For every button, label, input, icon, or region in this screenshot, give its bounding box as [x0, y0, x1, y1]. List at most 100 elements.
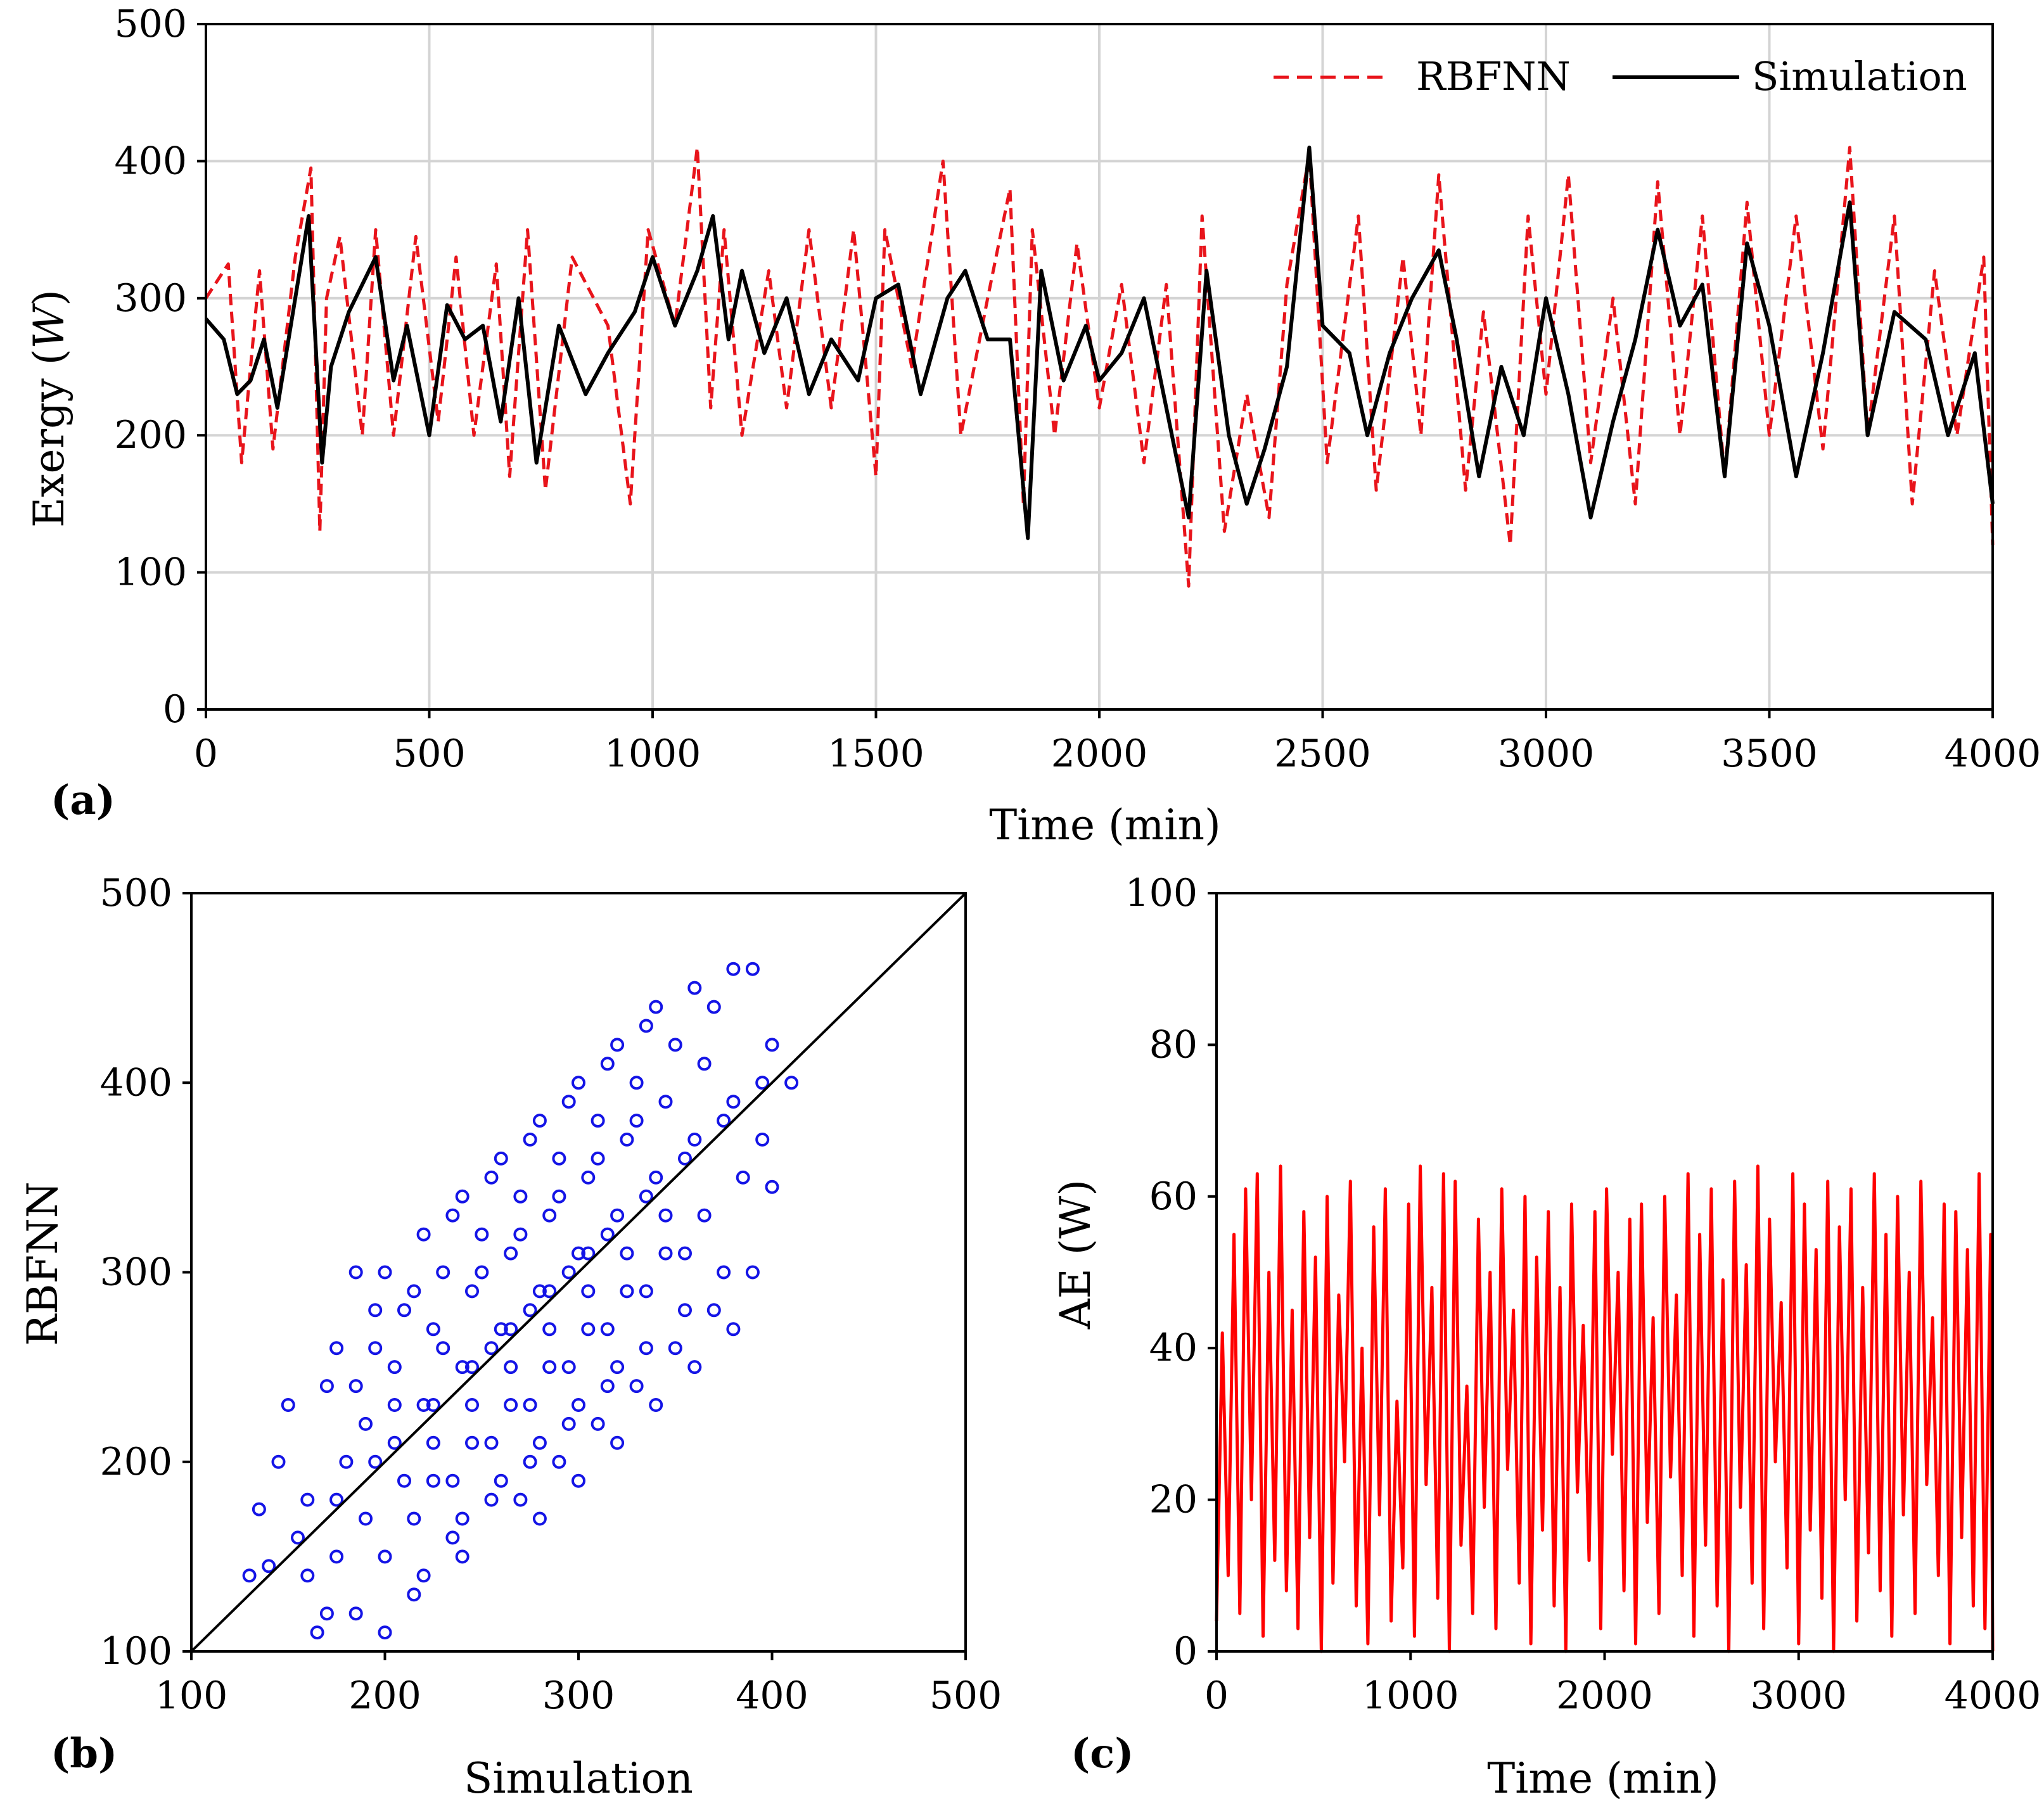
scatter-point: [542, 1360, 557, 1375]
scatter-point: [668, 1038, 682, 1052]
panel-a-y-tick-label: 400: [114, 139, 187, 183]
panel-a-y-title-unit: W: [25, 303, 73, 349]
scatter-point: [542, 1208, 557, 1223]
scatter-point: [348, 1606, 363, 1621]
panel-c-y-tick-label: 20: [1149, 1478, 1198, 1522]
scatter-point: [436, 1265, 450, 1280]
panel-b-scatter-chart: 100 200 300 400 500 100 200 300 400 500 Simulatio…: [18, 871, 1002, 1803]
panel-a-x-tick-label: 500: [393, 732, 466, 776]
scatter-point: [687, 1360, 702, 1375]
scatter-point: [668, 1341, 682, 1356]
scatter-point: [300, 1492, 315, 1507]
series-line-rbfnn: [204, 146, 1995, 588]
panel-c-x-tick-label: 3000: [1750, 1674, 1847, 1718]
scatter-point: [572, 1473, 585, 1488]
scatter-point: [368, 1454, 383, 1469]
scatter-point: [542, 1322, 557, 1337]
scatter-point: [523, 1133, 537, 1147]
scatter-point: [629, 1114, 644, 1128]
panel-a-legend: RBFNN Simulation: [1274, 53, 1967, 99]
scatter-point: [455, 1549, 469, 1564]
scatter-point: [465, 1435, 479, 1450]
panel-c-x-axis-title: Time (min): [1487, 1754, 1718, 1803]
series-line-ae: [1215, 1164, 1995, 1653]
panel-b-x-tick-label: 500: [929, 1674, 1002, 1718]
scatter-point: [639, 1189, 653, 1204]
panel-a-y-tick-label: 100: [114, 550, 187, 595]
scatter-point: [706, 1303, 721, 1318]
scatter-point: [387, 1398, 402, 1412]
panel-a-y-tick-label: 200: [114, 413, 187, 457]
panel-a-y-title-suffix: ): [25, 289, 73, 306]
scatter-point: [532, 1435, 547, 1450]
scatter-point: [658, 1208, 673, 1223]
scatter-point: [339, 1454, 354, 1469]
scatter-point: [591, 1416, 605, 1431]
scatter-point: [581, 1322, 596, 1337]
panel-b-y-tick-label: 100: [99, 1629, 172, 1674]
panel-b-x-tick-label: 300: [542, 1674, 615, 1718]
scatter-point: [300, 1568, 315, 1583]
scatter-point: [513, 1492, 528, 1507]
scatter-point: [726, 962, 741, 976]
panel-c-y-tick-label: 0: [1173, 1629, 1198, 1674]
panel-b-y-tick-label: 200: [99, 1440, 172, 1484]
scatter-point: [329, 1341, 344, 1356]
scatter-point: [445, 1473, 460, 1488]
scatter-point: [726, 1322, 741, 1337]
scatter-point: [416, 1568, 431, 1583]
scatter-point: [329, 1549, 344, 1564]
panel-c-y-tick-label: 100: [1125, 871, 1198, 915]
scatter-point: [552, 1454, 566, 1469]
scatter-point: [271, 1454, 286, 1469]
scatter-point: [542, 1284, 557, 1299]
scatter-point: [252, 1502, 266, 1516]
scatter-point: [784, 1076, 799, 1090]
scatter-point: [310, 1625, 324, 1640]
scatter-point: [416, 1227, 431, 1242]
scatter-point: [591, 1151, 605, 1166]
scatter-point: [455, 1511, 469, 1526]
panel-a-x-axis-title: Time (min): [989, 801, 1220, 849]
scatter-point: [484, 1492, 499, 1507]
scatter-point: [494, 1473, 508, 1488]
scatter-point: [620, 1133, 634, 1147]
scatter-point: [319, 1606, 334, 1621]
scatter-point: [465, 1398, 479, 1412]
scatter-point: [620, 1284, 634, 1299]
panel-b-ticks: 100 200 300 400 500 100 200 300 400 500: [99, 871, 1002, 1718]
scatter-point: [359, 1416, 373, 1431]
scatter-point: [649, 1398, 663, 1412]
scatter-point: [484, 1341, 499, 1356]
scatter-point: [610, 1038, 625, 1052]
scatter-point: [639, 1341, 653, 1356]
scatter-point: [745, 962, 760, 976]
scatter-point: [658, 1095, 673, 1109]
scatter-point: [465, 1360, 479, 1375]
panel-a-ticks: 0 500 1000 1500 2000 2500 3000 3500 4000 0 100 200 3…: [114, 2, 2041, 776]
scatter-point: [378, 1549, 392, 1564]
scatter-point: [620, 1246, 634, 1261]
scatter-point: [600, 1322, 615, 1337]
scatter-point: [484, 1435, 499, 1450]
scatter-point: [426, 1473, 440, 1488]
scatter-point: [387, 1435, 402, 1450]
panel-b-reference-line: [190, 892, 967, 1653]
scatter-point: [397, 1473, 411, 1488]
scatter-point: [319, 1379, 334, 1394]
scatter-point: [600, 1379, 615, 1394]
panel-a-x-tick-label: 0: [194, 732, 218, 776]
scatter-point: [504, 1360, 518, 1375]
scatter-point: [687, 1133, 702, 1147]
scatter-point: [678, 1151, 692, 1166]
scatter-point: [445, 1208, 460, 1223]
scatter-point: [291, 1530, 305, 1545]
panel-a-tag: (a): [51, 777, 115, 824]
scatter-point: [455, 1360, 469, 1375]
scatter-point: [572, 1398, 585, 1412]
scatter-point: [281, 1398, 295, 1412]
scatter-point: [561, 1095, 576, 1109]
panel-c-ticks: 0 1000 2000 3000 4000 0 20 40 60 80 100: [1125, 871, 2041, 1718]
panel-b-y-axis-title: RBFNN: [18, 1181, 67, 1346]
